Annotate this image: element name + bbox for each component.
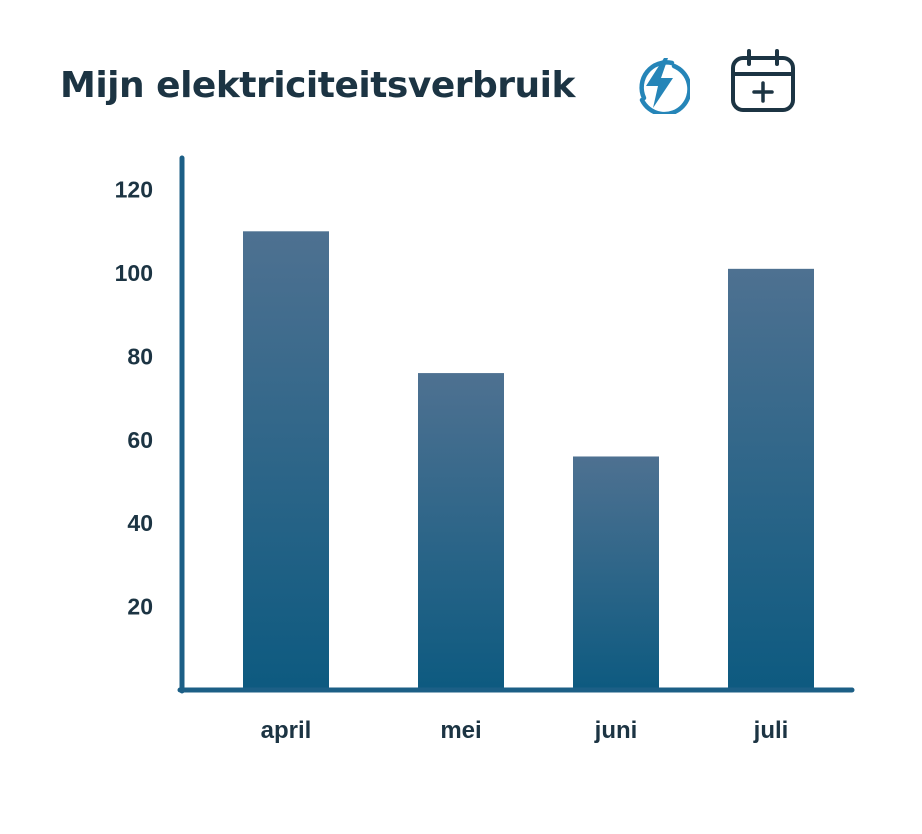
- y-tick-label-100: 100: [115, 260, 153, 286]
- y-tick-label-20: 20: [127, 594, 153, 620]
- y-tick-label-80: 80: [127, 343, 153, 369]
- chart-header: Mijn elektriciteitsverbruik: [60, 50, 575, 120]
- lightning-bolt-icon: [639, 58, 690, 114]
- calendar-add-icon[interactable]: [728, 48, 798, 114]
- y-tick-label-120: 120: [115, 177, 153, 203]
- x-tick-label-april: april: [261, 717, 312, 744]
- y-tick-label-60: 60: [127, 427, 153, 453]
- chart-title: Mijn elektriciteitsverbruik: [60, 64, 575, 106]
- x-tick-label-juli: juli: [753, 717, 789, 744]
- y-tick-label-40: 40: [127, 510, 153, 536]
- bar-mei: [418, 373, 504, 690]
- bar-juni: [573, 456, 659, 690]
- bar-april: [243, 231, 329, 691]
- bar-juli: [728, 268, 814, 690]
- x-tick-label-juni: juni: [594, 717, 638, 744]
- x-tick-label-mei: mei: [440, 717, 481, 744]
